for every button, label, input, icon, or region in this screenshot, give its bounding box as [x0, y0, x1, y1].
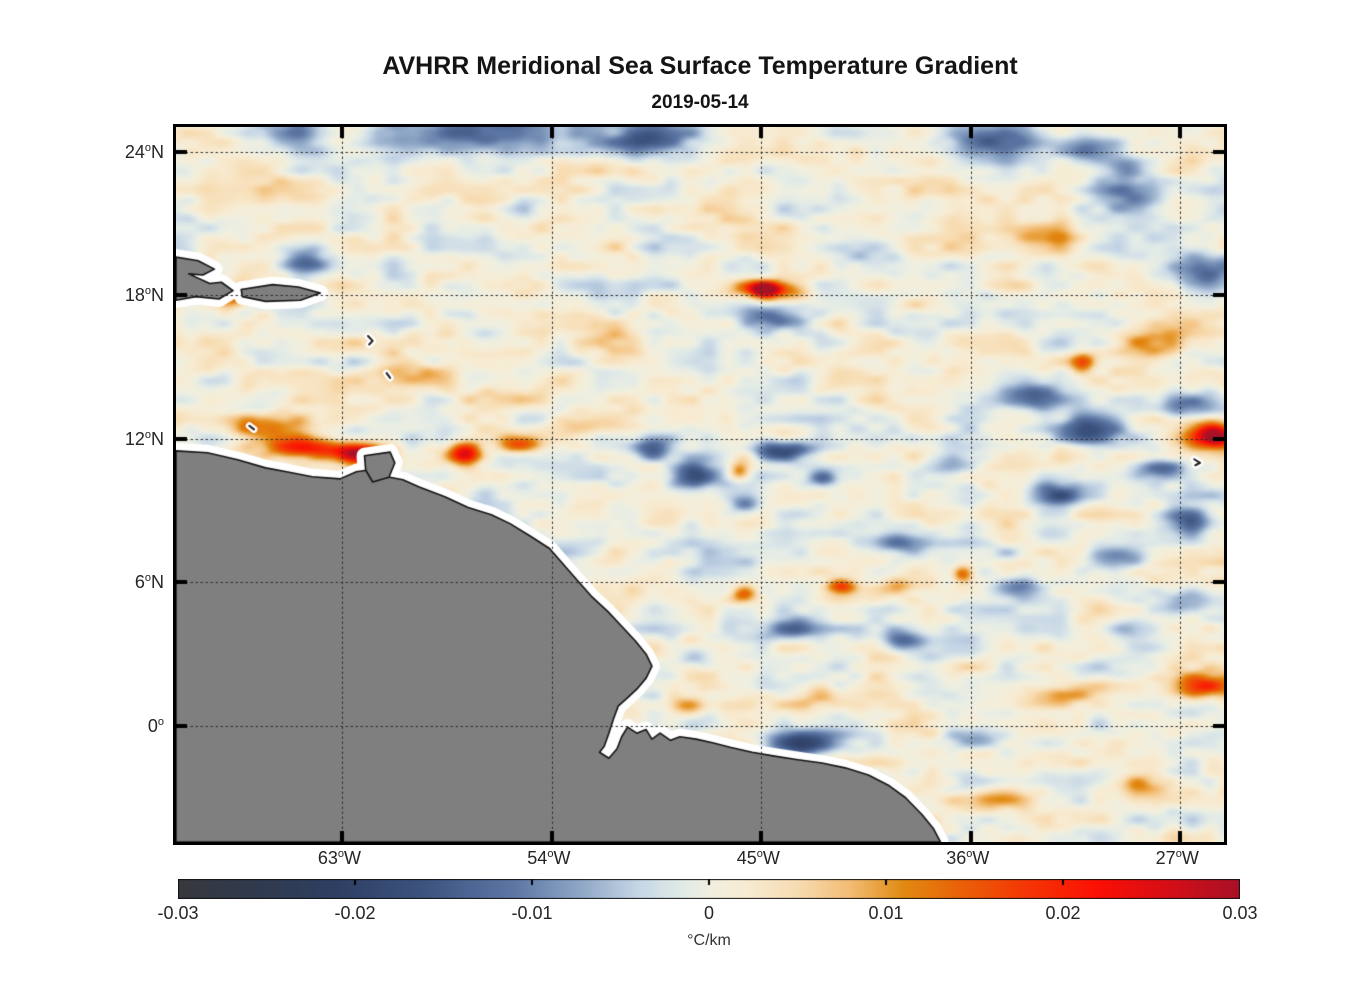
colorbar-tick-label: 0.03: [1222, 903, 1258, 923]
colorbar-tick-label: 0: [703, 903, 714, 923]
x-tick-label: 45oW: [736, 848, 780, 868]
sst-gradient-map-canvas: [176, 127, 1224, 842]
colorbar-gradient: [178, 879, 1240, 899]
chart-title: AVHRR Meridional Sea Surface Temperature…: [382, 52, 1018, 80]
y-tick-label: 6oN: [134, 572, 164, 593]
colorbar-unit-label: °C/km: [687, 932, 731, 949]
y-tick-label: 24oN: [124, 141, 164, 162]
chart-subtitle: 2019-05-14: [651, 92, 749, 113]
x-tick-label: 27oW: [1155, 848, 1199, 868]
x-tick-label: 36oW: [946, 848, 990, 868]
colorbar-tick-label: -0.02: [334, 903, 376, 923]
y-tick-label: 12oN: [124, 428, 164, 449]
x-tick-label: 63oW: [317, 848, 361, 868]
y-tick-label: 18oN: [124, 285, 164, 306]
y-tick-label: 0o: [147, 715, 164, 736]
colorbar-tick-label: -0.01: [511, 903, 553, 923]
colorbar: [178, 879, 1240, 899]
map-plot-area: [173, 124, 1227, 845]
x-tick-label: 54oW: [527, 848, 571, 868]
colorbar-tick-label: 0.02: [1045, 903, 1081, 923]
colorbar-tick-label: -0.03: [157, 903, 199, 923]
colorbar-tick-label: 0.01: [868, 903, 904, 923]
